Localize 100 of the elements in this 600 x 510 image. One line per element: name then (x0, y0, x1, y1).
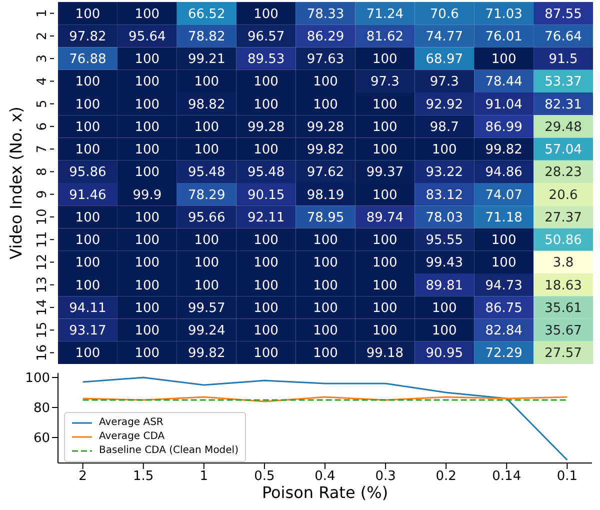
data-label: 100 (372, 142, 398, 158)
data-label: 94.11 (69, 300, 106, 316)
data-label: 92.92 (426, 97, 463, 112)
data-label: 78.29 (188, 188, 226, 203)
data-label: 100 (194, 142, 220, 158)
data-label: 95.64 (128, 29, 166, 44)
data-label: 100 (134, 52, 160, 68)
data-label: 100 (75, 120, 100, 135)
data-label: 66.52 (188, 6, 226, 22)
data-label: 100 (313, 278, 338, 294)
data-label: 100 (372, 256, 398, 271)
data-label: 99.82 (485, 142, 522, 158)
y-tick-label: 7 (35, 144, 50, 154)
data-label: 99.28 (247, 120, 285, 135)
data-label: 99.43 (426, 256, 463, 271)
data-label: 78.33 (306, 6, 344, 22)
data-label: 100 (254, 256, 278, 271)
data-label: 100 (491, 52, 516, 68)
data-label: 92.11 (247, 210, 285, 226)
data-label: 78.44 (485, 74, 522, 90)
data-label: 95.66 (188, 210, 226, 226)
data-label: 90.15 (247, 188, 285, 203)
data-label: 18.63 (544, 278, 582, 294)
data-label: 97.3 (430, 74, 459, 90)
data-label: 95.48 (247, 165, 285, 180)
data-label: 100 (75, 74, 100, 90)
data-label: 97.63 (306, 52, 344, 68)
data-label: 86.75 (485, 300, 522, 316)
data-label: 97.3 (370, 74, 400, 90)
data-label: 27.37 (544, 210, 582, 226)
y-tick-label: 13 (35, 276, 50, 294)
data-label: 100 (313, 300, 338, 316)
data-label: 100 (432, 300, 457, 316)
data-label: 96.57 (247, 29, 285, 44)
data-label: 99.28 (306, 120, 344, 135)
data-label: 100 (134, 256, 160, 271)
data-label: 100 (134, 278, 160, 294)
x-tick-label: 0.14 (492, 469, 522, 484)
y-tick-label: 14 (35, 299, 50, 316)
data-label: 100 (313, 346, 338, 362)
data-label: 78.95 (306, 210, 344, 226)
data-label: 99.57 (188, 300, 226, 316)
data-label: 100 (313, 324, 338, 339)
x-tick-label: 1.5 (133, 469, 154, 484)
data-label: 94.86 (485, 165, 522, 180)
y-tick-label: 5 (35, 100, 50, 108)
data-label: 35.67 (544, 324, 582, 339)
data-label: 100 (254, 142, 278, 158)
data-label: 91.5 (548, 52, 578, 68)
data-label: 89.81 (426, 278, 463, 294)
data-label: 100 (432, 324, 457, 339)
y-tick-label: 60 (33, 431, 50, 446)
data-label: 99.18 (366, 346, 404, 362)
data-label: 76.64 (544, 29, 582, 44)
legend-label: Average CDA (99, 430, 165, 444)
data-label: 100 (134, 165, 160, 180)
data-label: 100 (194, 74, 220, 90)
data-label: 100 (254, 324, 278, 339)
data-label: 91.04 (485, 97, 522, 112)
data-label: 97.62 (306, 165, 344, 180)
data-label: 68.97 (426, 52, 463, 68)
data-label: 74.07 (485, 188, 522, 203)
x-tick-label: 0.5 (254, 469, 275, 484)
x-tick-label: 2 (78, 469, 87, 484)
data-label: 100 (134, 210, 160, 226)
data-label: 71.03 (485, 6, 522, 22)
data-label: 100 (75, 6, 100, 22)
data-label: 97.82 (69, 29, 106, 44)
data-label: 100 (372, 52, 398, 68)
data-label: 100 (254, 278, 278, 294)
data-label: 100 (194, 233, 220, 248)
data-label: 100 (75, 233, 100, 248)
data-label: 100 (75, 210, 100, 226)
data-label: 100 (372, 120, 398, 135)
data-label: 93.22 (426, 165, 463, 180)
data-label: 76.88 (69, 52, 106, 68)
y-tick-label: 10 (35, 208, 50, 226)
data-label: 95.55 (426, 233, 463, 248)
data-label: 100 (491, 233, 516, 248)
data-label: 76.01 (485, 29, 522, 44)
data-label: 91.46 (69, 188, 106, 203)
line-series (82, 376, 568, 461)
data-label: 93.17 (69, 324, 106, 339)
x-tick-label: 1 (200, 469, 208, 484)
y-tick-label: 12 (35, 254, 50, 270)
data-label: 86.29 (306, 29, 344, 44)
data-label: 100 (372, 278, 398, 294)
data-label: 29.48 (544, 120, 582, 135)
data-label: 100 (75, 97, 100, 112)
data-label: 100 (134, 6, 160, 22)
data-label: 100 (254, 97, 278, 112)
data-label: 98.82 (188, 97, 226, 112)
data-label: 57.04 (544, 142, 582, 158)
data-label: 100 (372, 188, 398, 203)
data-label: 81.62 (366, 29, 404, 44)
data-label: 100 (254, 300, 278, 316)
data-label: 82.84 (485, 324, 522, 339)
data-label: 50.86 (544, 233, 582, 248)
data-label: 100 (372, 233, 398, 248)
data-label: 87.55 (544, 6, 582, 22)
